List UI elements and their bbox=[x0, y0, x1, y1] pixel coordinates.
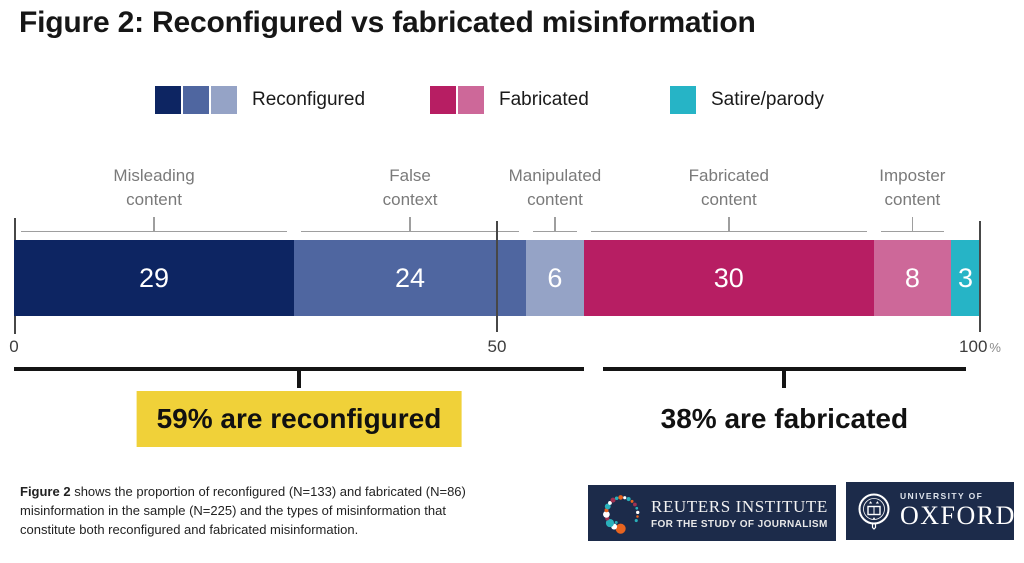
bar-segment: 29 bbox=[14, 240, 295, 316]
legend-item: Satire/parody bbox=[670, 86, 824, 114]
annotation-text: 38% are fabricated bbox=[660, 403, 909, 434]
reuters-logo-line1: REUTERS INSTITUTE bbox=[651, 496, 828, 516]
bar-segment: 8 bbox=[873, 240, 951, 316]
oxford-logo-line1: UNIVERSITY OF bbox=[900, 491, 984, 501]
segment-bracket-stem bbox=[554, 217, 556, 231]
segment-bracket-line bbox=[532, 231, 577, 232]
category-label: False context bbox=[382, 166, 438, 209]
legend-item: Reconfigured bbox=[155, 86, 365, 114]
legend-label: Reconfigured bbox=[252, 89, 366, 110]
axis-tick-line bbox=[14, 316, 16, 334]
segment-value: 8 bbox=[904, 262, 920, 293]
caption-bold-label: Figure 2 bbox=[20, 484, 71, 499]
segment-bracket-line bbox=[21, 231, 288, 232]
figure-caption: Figure 2 shows the proportion of reconfi… bbox=[20, 482, 478, 539]
legend-item: Fabricated bbox=[430, 86, 589, 114]
segment-value: 29 bbox=[139, 262, 170, 293]
legend-swatches bbox=[670, 86, 696, 114]
legend-swatch bbox=[430, 86, 456, 114]
segment-bracket-stem bbox=[911, 217, 914, 231]
caption-text: shows the proportion of reconfigured (N=… bbox=[20, 484, 466, 537]
legend-swatches bbox=[155, 86, 237, 114]
percent-sign: % bbox=[989, 340, 1001, 355]
figure-title: Figure 2: Reconfigured vs fabricated mis… bbox=[19, 6, 756, 39]
bar-segment: 30 bbox=[583, 240, 874, 316]
legend-swatch bbox=[155, 86, 181, 114]
annotation-text: 59% are reconfigured bbox=[136, 391, 462, 447]
legend-label: Satire/parody bbox=[711, 89, 825, 110]
segment-bracket-stem bbox=[728, 217, 730, 231]
legend-swatch bbox=[458, 86, 484, 114]
category-label: Imposter content bbox=[879, 166, 946, 209]
axis-tick-label: 50 bbox=[487, 337, 507, 356]
segment-bracket-line bbox=[880, 231, 944, 232]
legend-swatch bbox=[183, 86, 209, 114]
segment-value: 6 bbox=[547, 262, 563, 293]
segment-bracket-line bbox=[301, 231, 519, 232]
legend-label: Fabricated bbox=[499, 89, 589, 110]
oxford-logo-line2: OXFORD bbox=[900, 501, 1016, 530]
legend-swatch bbox=[670, 86, 696, 114]
oxford-crest-icon bbox=[858, 493, 890, 530]
category-label: Misleading content bbox=[113, 166, 195, 209]
stacked-bar: 29 24 6 30 8 3 bbox=[14, 240, 980, 316]
category-label: Manipulated content bbox=[508, 166, 602, 209]
axis-tick-label: 0 bbox=[9, 337, 19, 356]
segment-value: 30 bbox=[713, 262, 744, 293]
segment-bracket-stem bbox=[409, 217, 411, 231]
category-label: Fabricated content bbox=[688, 166, 769, 209]
bar-segment: 24 bbox=[294, 240, 526, 316]
legend-swatch bbox=[211, 86, 237, 114]
segment-bracket-line bbox=[590, 231, 867, 232]
bar-segment: 3 bbox=[950, 240, 980, 316]
axis-reference-line bbox=[496, 221, 498, 332]
reuters-logo-line2: FOR THE STUDY OF JOURNALISM bbox=[651, 518, 828, 530]
segment-bracket-stem bbox=[153, 217, 155, 231]
segment-value: 24 bbox=[395, 262, 426, 293]
oxford-university-logo: UNIVERSITY OF OXFORD bbox=[846, 482, 1014, 540]
axis-reference-line bbox=[979, 221, 981, 332]
group-bracket-stem bbox=[296, 367, 301, 388]
legend-swatches bbox=[430, 86, 484, 114]
reuters-dots-logo-icon bbox=[603, 495, 640, 534]
axis-tick-label: 100% bbox=[959, 337, 1001, 356]
segment-value: 3 bbox=[957, 262, 973, 293]
reuters-institute-logo: REUTERS INSTITUTE FOR THE STUDY OF JOURN… bbox=[588, 485, 836, 541]
axis-tick-line bbox=[14, 218, 16, 240]
group-bracket-stem bbox=[782, 367, 787, 388]
bar-segment: 6 bbox=[525, 240, 584, 316]
